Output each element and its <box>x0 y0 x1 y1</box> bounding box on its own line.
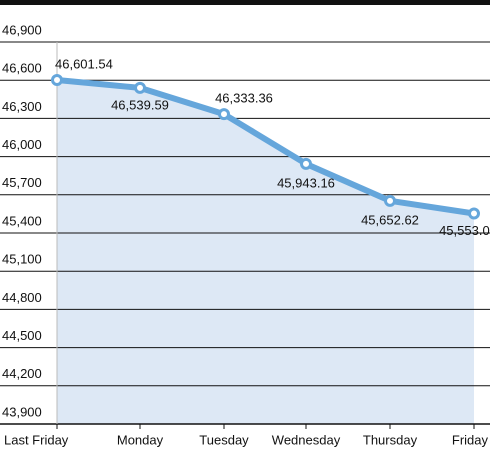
y-tick-label: 46,900 <box>2 22 42 37</box>
value-label: 45,553.02 <box>439 223 490 238</box>
value-label: 46,333.36 <box>215 91 273 106</box>
value-label: 46,601.54 <box>55 56 113 71</box>
y-tick-label: 44,500 <box>2 328 42 343</box>
x-tick-label: Friday <box>452 432 489 447</box>
y-tick-label: 45,100 <box>2 252 42 267</box>
x-tick-label: Wednesday <box>272 432 341 447</box>
y-tick-label: 44,200 <box>2 366 42 381</box>
y-tick-label: 43,900 <box>2 404 42 419</box>
value-label: 46,539.59 <box>111 97 169 112</box>
y-tick-label: 46,600 <box>2 61 42 76</box>
area <box>57 80 474 424</box>
x-tick-label: Last Friday <box>4 432 69 447</box>
y-tick-label: 44,800 <box>2 290 42 305</box>
point <box>468 207 480 220</box>
line <box>56 77 475 217</box>
value-label: 45,943.16 <box>277 175 335 190</box>
y-tick-label: 45,700 <box>2 175 42 190</box>
point <box>218 108 230 121</box>
x-tick-label: Tuesday <box>199 432 249 447</box>
top-bar <box>0 0 490 5</box>
point <box>300 157 312 170</box>
value-label: 45,652.62 <box>361 212 419 227</box>
y-tick-label: 46,300 <box>2 99 42 114</box>
y-tick-label: 46,000 <box>2 137 42 152</box>
x-tick-label: Monday <box>117 432 164 447</box>
y-tick-label: 45,400 <box>2 213 42 228</box>
point <box>134 81 146 94</box>
point <box>384 194 396 207</box>
x-tick-label: Thursday <box>363 432 418 447</box>
point <box>51 74 63 87</box>
